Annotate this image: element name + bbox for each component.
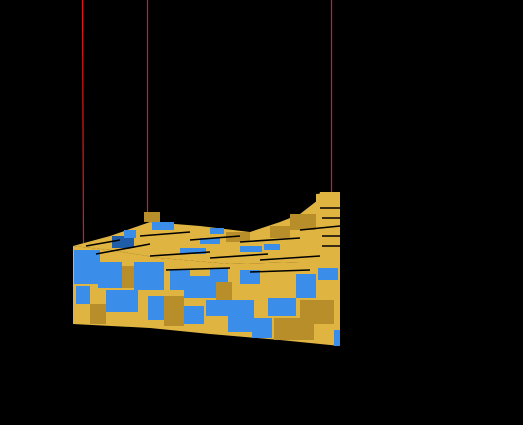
seam — [209, 253, 269, 259]
blue-block — [240, 270, 260, 284]
blue-block — [184, 306, 204, 324]
voxel-gold-blocks — [90, 266, 334, 340]
blue-block — [74, 250, 100, 284]
seam — [149, 251, 211, 257]
voxel-seams — [85, 207, 341, 273]
blue-block — [210, 268, 228, 282]
blue-block — [296, 274, 316, 298]
blue-block — [334, 330, 340, 346]
seam — [85, 239, 121, 247]
seam — [189, 235, 241, 241]
probe-line-left — [81, 0, 85, 247]
gold-block — [216, 282, 232, 300]
seam — [299, 225, 341, 231]
blue-block — [318, 268, 338, 280]
seam — [239, 237, 301, 243]
blue-tile — [240, 246, 262, 252]
seam — [165, 267, 231, 271]
gold-block — [300, 300, 334, 324]
blue-tile — [124, 230, 136, 238]
gold-block — [122, 266, 134, 288]
gold-block — [164, 296, 184, 326]
gold-block — [270, 226, 290, 238]
seam — [259, 255, 321, 261]
blue-tile — [200, 238, 220, 244]
blue-tile — [210, 228, 224, 234]
gold-block — [226, 232, 250, 242]
seam — [249, 269, 311, 273]
gold-block — [90, 304, 106, 324]
blue-tile — [180, 248, 206, 254]
blue-block — [184, 276, 216, 298]
blue-tile — [264, 244, 280, 250]
blue-tile — [152, 222, 174, 230]
voxel-top-detail — [112, 212, 316, 254]
gold-block — [144, 212, 160, 222]
gold-block — [290, 214, 316, 230]
blue-block — [252, 318, 272, 338]
seam — [95, 243, 151, 255]
voxel-blue-patches — [74, 250, 340, 346]
blue-block — [134, 262, 164, 290]
blue-block — [228, 300, 254, 332]
blue-block — [106, 290, 138, 312]
blue-block — [98, 262, 122, 288]
dark-block — [112, 236, 134, 248]
blue-block — [76, 286, 90, 304]
seam — [139, 231, 191, 237]
blue-block — [268, 298, 296, 316]
